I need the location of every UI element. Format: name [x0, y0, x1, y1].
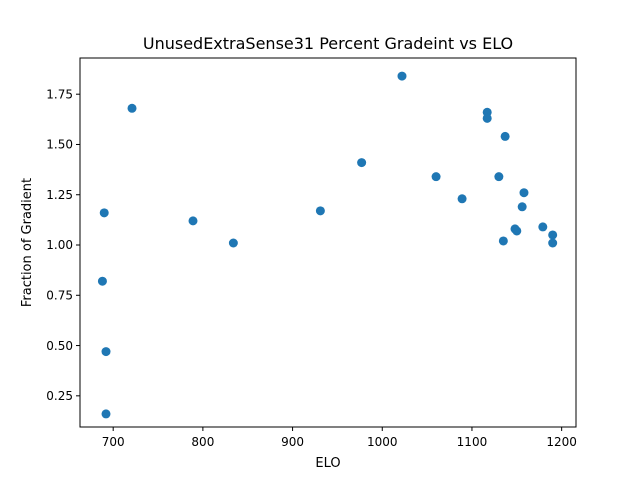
x-axis-label: ELO	[315, 456, 340, 471]
data-point-1	[97, 276, 107, 286]
data-point-20	[517, 202, 527, 212]
x-tick-label: 900	[281, 435, 304, 449]
data-point-21	[519, 188, 529, 198]
data-point-10	[397, 71, 407, 81]
data-point-23	[548, 230, 558, 240]
data-point-24	[548, 238, 558, 248]
y-tick-label: 0.50	[46, 339, 73, 353]
x-tick-label: 1200	[546, 435, 577, 449]
x-tick-label: 800	[191, 435, 214, 449]
data-point-17	[500, 131, 510, 141]
data-point-8	[315, 206, 325, 216]
y-tick-label: 0.75	[46, 288, 73, 302]
data-point-6	[188, 216, 198, 226]
x-axis: 700 800 900 1000 1100 1200	[102, 427, 577, 449]
data-point-12	[457, 194, 467, 204]
data-point-3	[101, 347, 111, 357]
plot-area	[97, 71, 558, 419]
y-tick-label: 1.25	[46, 188, 73, 202]
x-tick-label: 700	[102, 435, 125, 449]
data-point-19	[512, 226, 522, 236]
data-point-14	[482, 113, 492, 123]
data-point-22	[538, 222, 548, 232]
x-tick-label: 1000	[367, 435, 398, 449]
y-tick-label: 1.50	[46, 138, 73, 152]
y-tick-label: 1.75	[46, 87, 73, 101]
data-point-4	[101, 409, 111, 419]
chart-title: UnusedExtraSense31 Percent Gradeint vs E…	[143, 34, 513, 53]
data-point-11	[431, 172, 441, 182]
y-axis: 0.25 0.50 0.75 1.00 1.25 1.50 1.75	[46, 87, 80, 403]
data-point-15	[494, 172, 504, 182]
data-point-9	[357, 158, 367, 168]
data-point-2	[99, 208, 109, 218]
y-tick-label: 0.25	[46, 389, 73, 403]
y-tick-label: 1.00	[46, 238, 73, 252]
y-axis-label: Fraction of Gradient	[20, 178, 35, 307]
x-tick-label: 1100	[457, 435, 488, 449]
data-point-5	[127, 103, 137, 113]
plot-frame	[79, 57, 577, 428]
data-point-16	[498, 236, 508, 246]
data-point-7	[228, 238, 238, 248]
